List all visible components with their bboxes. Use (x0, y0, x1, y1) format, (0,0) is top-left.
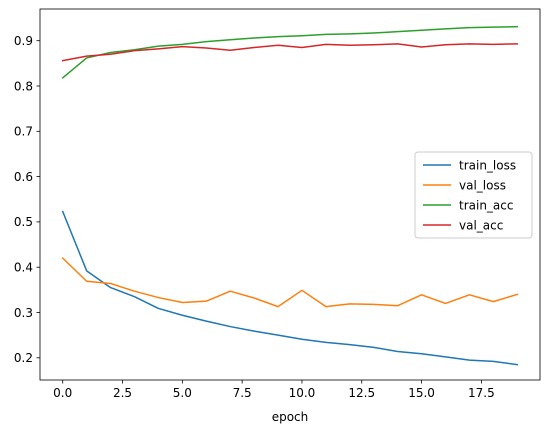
y-tick-label: 0.2 (14, 351, 33, 365)
x-tick-label: 7.5 (233, 386, 252, 400)
legend-label-val-loss: val_loss (459, 178, 506, 192)
y-ticks: 0.2 0.3 0.4 0.5 0.6 0.7 0.8 0.9 (14, 34, 40, 365)
x-axis-label: epoch (272, 410, 309, 424)
x-tick-label: 17.5 (468, 386, 495, 400)
y-tick-label: 0.5 (14, 215, 33, 229)
legend-label-val-acc: val_acc (459, 218, 503, 232)
y-tick-label: 0.6 (14, 170, 33, 184)
legend-label-train-acc: train_acc (459, 198, 513, 212)
y-tick-label: 0.3 (14, 306, 33, 320)
y-tick-label: 0.8 (14, 79, 33, 93)
plot-layer (61, 25, 519, 366)
y-tick-label: 0.7 (14, 125, 33, 139)
series-line-val-acc (61, 43, 519, 62)
x-tick-label: 10.0 (289, 386, 316, 400)
axes-layer (39, 8, 541, 381)
legend-label-train-loss: train_loss (459, 158, 516, 172)
x-ticks: 0.0 2.5 5.0 7.5 10.0 12.5 15.0 17.5 (53, 380, 495, 400)
plot-frame (39, 8, 541, 381)
x-tick-label: 0.0 (53, 386, 72, 400)
y-tick-label: 0.4 (14, 261, 33, 275)
series-line-val-loss (61, 257, 519, 308)
legend-box (414, 151, 533, 239)
series-line-train-loss (61, 210, 519, 366)
y-tick-label: 0.9 (14, 34, 33, 48)
x-tick-label: 2.5 (113, 386, 132, 400)
series-line-train-acc (61, 25, 519, 79)
x-tick-label: 15.0 (408, 386, 435, 400)
legend: train_loss val_loss train_acc val_acc (414, 151, 533, 239)
x-tick-label: 5.0 (173, 386, 192, 400)
x-tick-label: 12.5 (348, 386, 375, 400)
